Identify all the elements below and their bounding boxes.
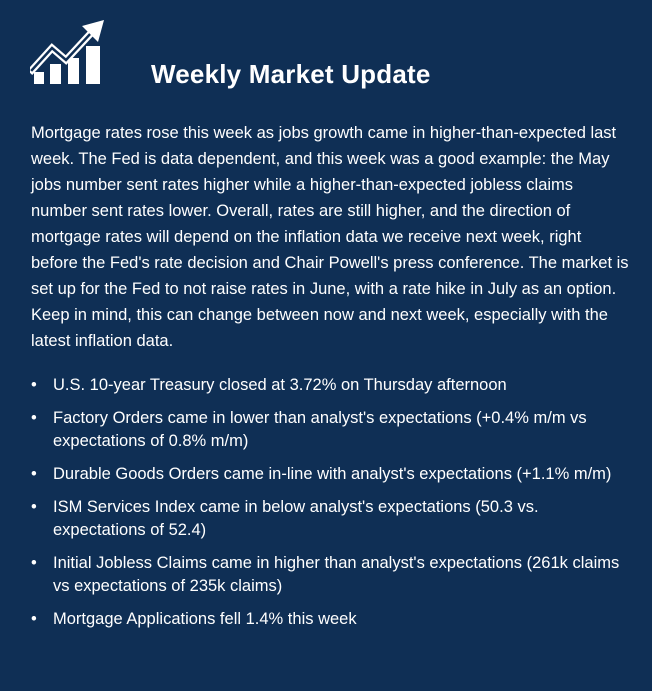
trend-up-bar-chart-icon: [30, 20, 104, 84]
intro-paragraph: Mortgage rates rose this week as jobs gr…: [31, 124, 629, 350]
list-item: ISM Services Index came in below analyst…: [31, 496, 629, 542]
list-item: Durable Goods Orders came in-line with a…: [31, 463, 629, 486]
page-title: Weekly Market Update: [151, 59, 431, 89]
list-item: Mortgage Applications fell 1.4% this wee…: [31, 608, 629, 631]
list-item: Factory Orders came in lower than analys…: [31, 407, 629, 453]
list-item: Initial Jobless Claims came in higher th…: [31, 552, 629, 598]
list-item: U.S. 10-year Treasury closed at 3.72% on…: [31, 374, 629, 397]
market-bullets: U.S. 10-year Treasury closed at 3.72% on…: [31, 374, 629, 641]
header: Weekly Market Update: [30, 20, 630, 90]
